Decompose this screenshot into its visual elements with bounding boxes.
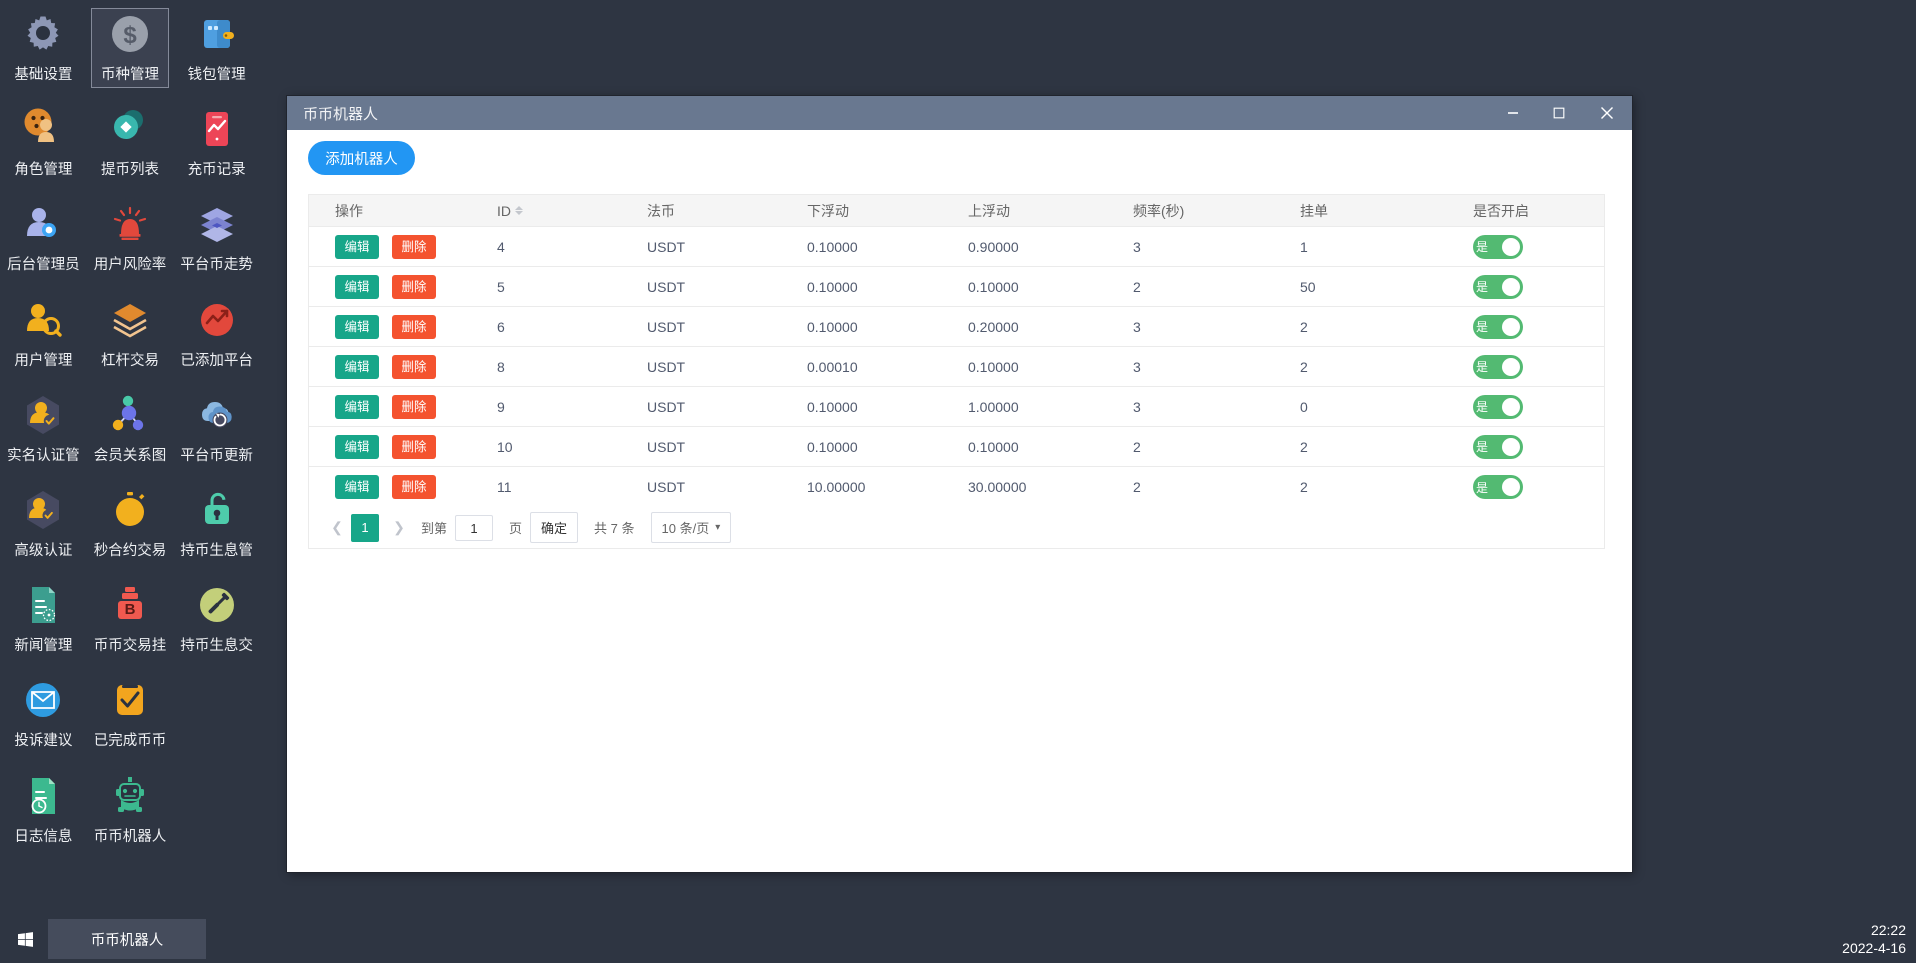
svg-text:$: $ xyxy=(123,22,137,49)
svg-text:B: B xyxy=(125,601,136,618)
